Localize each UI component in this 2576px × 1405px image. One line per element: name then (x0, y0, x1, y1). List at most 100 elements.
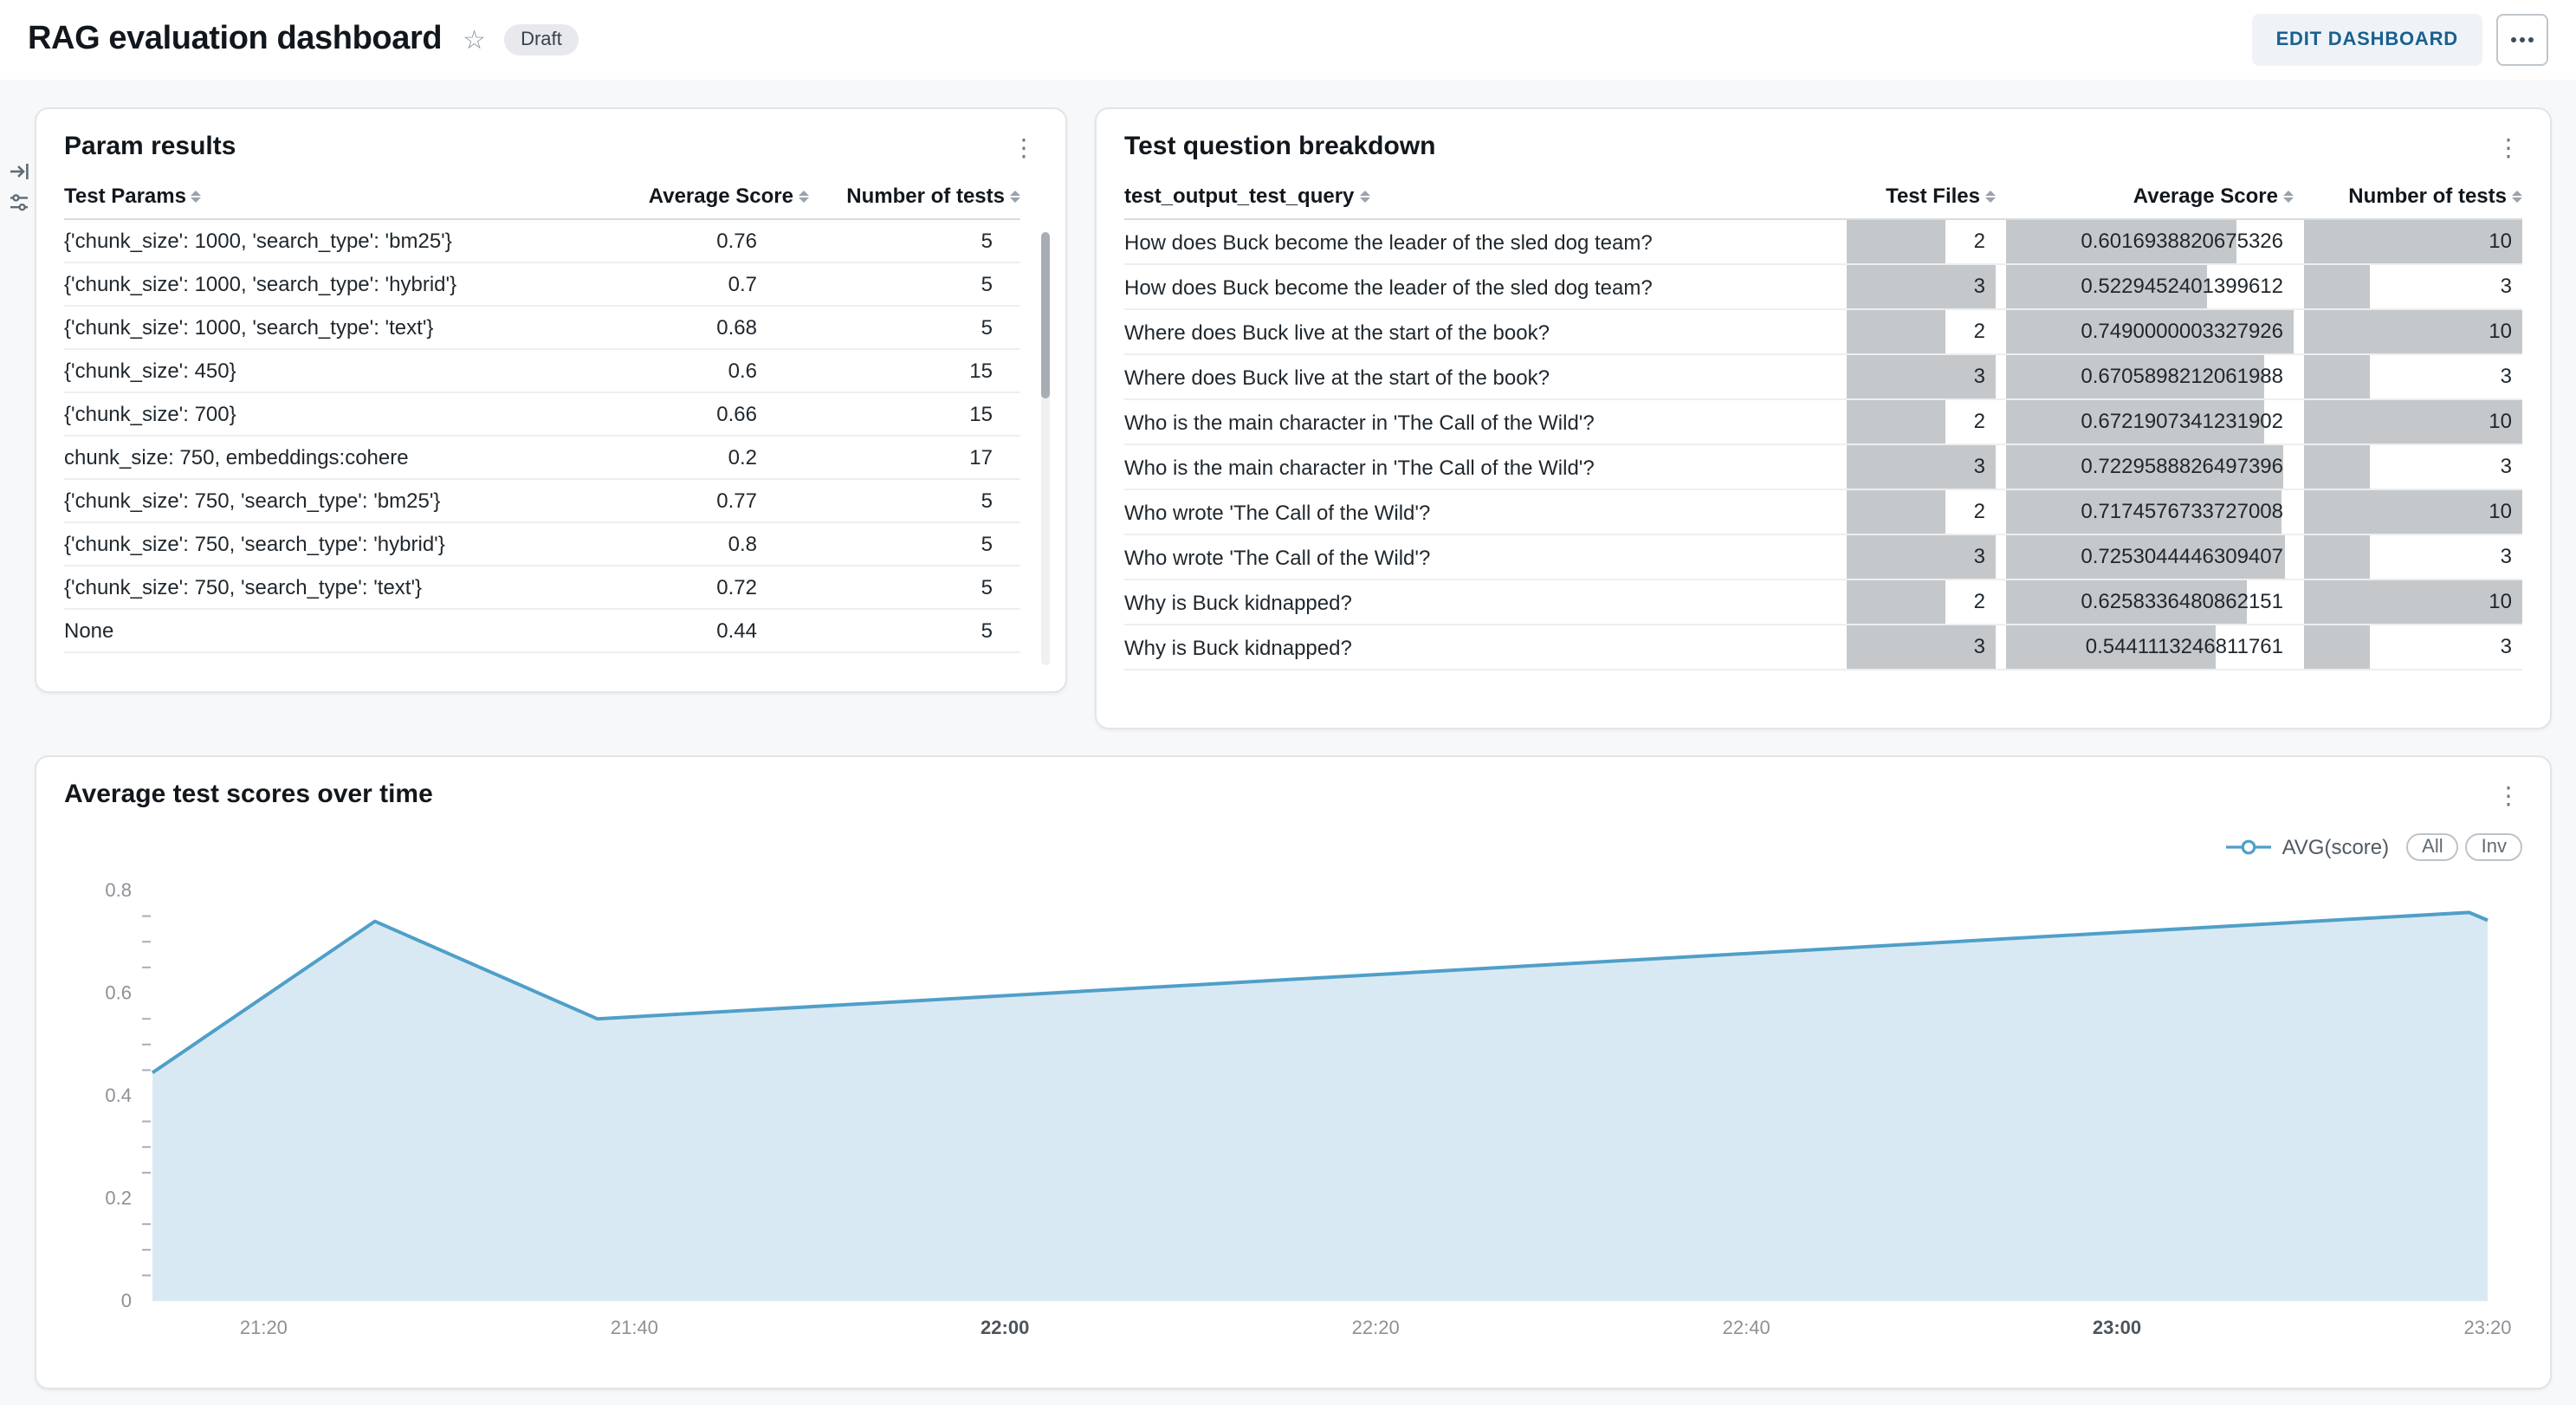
cell-average-score: 0.7 (584, 262, 809, 307)
table-row[interactable]: None 0.44 5 (64, 609, 1020, 653)
cell-average-score: 0.77 (584, 479, 809, 523)
param-results-table: Test Params Average Score Number of test… (64, 177, 1020, 653)
data-bar (2304, 535, 2370, 578)
legend-inv-button[interactable]: Inv (2465, 833, 2522, 861)
cell-number-of-tests: 3 (2294, 534, 2522, 580)
cell-test-params: chunk_size: 750, embeddings:cohere (64, 436, 584, 480)
cell-number-of-tests: 5 (809, 219, 1020, 263)
legend-all-button[interactable]: All (2406, 833, 2459, 861)
cell-test-files: 2 (1836, 219, 1996, 265)
param-results-card: Param results ⋮ Test Params Average Scor… (35, 107, 1067, 693)
cell-test-files: 2 (1836, 309, 1996, 355)
table-row[interactable]: Who wrote 'The Call of the Wild'? 2 0.71… (1124, 489, 2522, 535)
top-actions: EDIT DASHBOARD (2251, 14, 2548, 66)
cell-average-score: 0.72 (584, 566, 809, 610)
table-row[interactable]: {'chunk_size': 450} 0.6 15 (64, 349, 1020, 393)
cell-test-params: {'chunk_size': 1000, 'search_type': 'bm2… (64, 219, 584, 263)
filters-icon[interactable] (9, 192, 29, 213)
legend-controls: All Inv (2406, 833, 2522, 861)
data-bar (1847, 265, 1996, 308)
card-title: Param results (64, 132, 236, 161)
table-row[interactable]: Who is the main character in 'The Call o… (1124, 399, 2522, 445)
kebab-menu-icon[interactable]: ⋮ (2496, 133, 2521, 161)
table-header-row: Test Params Average Score Number of test… (64, 177, 1020, 220)
column-header-test-params[interactable]: Test Params (64, 177, 584, 220)
column-header-number-of-tests[interactable]: Number of tests (809, 177, 1020, 220)
table-header-row: test_output_test_query Test Files Averag… (1124, 177, 2522, 220)
data-bar (2304, 490, 2522, 533)
cell-number-of-tests: 15 (809, 349, 1020, 393)
cell-average-score: 0.76 (584, 219, 809, 263)
table-row[interactable]: {'chunk_size': 750, 'search_type': 'hybr… (64, 522, 1020, 567)
scrollbar-thumb[interactable] (1041, 232, 1050, 398)
kebab-menu-icon[interactable]: ⋮ (1012, 133, 1036, 161)
dashboard-row-1: Param results ⋮ Test Params Average Scor… (35, 107, 2552, 729)
cell-number-of-tests: 3 (2294, 625, 2522, 670)
data-bar (2006, 400, 2264, 443)
data-bar (1847, 400, 1946, 443)
table-row[interactable]: Where does Buck live at the start of the… (1124, 309, 2522, 355)
cell-query: Why is Buck kidnapped? (1124, 579, 1836, 625)
edit-dashboard-button[interactable]: EDIT DASHBOARD (2251, 14, 2482, 66)
data-bar (1847, 580, 1946, 623)
cell-number-of-tests: 3 (2294, 264, 2522, 310)
table-row[interactable]: How does Buck become the leader of the s… (1124, 264, 2522, 310)
column-header-average-score[interactable]: Average Score (584, 177, 809, 220)
data-bar (2304, 580, 2522, 623)
cell-average-score: 0.7490000003327926 (1996, 309, 2294, 355)
card-header: Average test scores over time ⋮ (36, 757, 2550, 821)
cell-number-of-tests: 10 (2294, 219, 2522, 265)
data-bar (2006, 310, 2294, 353)
data-bar (2304, 400, 2522, 443)
data-bar (2304, 220, 2522, 262)
data-bar (2006, 265, 2207, 308)
table-row[interactable]: How does Buck become the leader of the s… (1124, 219, 2522, 265)
table-row[interactable]: Who is the main character in 'The Call o… (1124, 444, 2522, 490)
more-options-button[interactable] (2496, 14, 2548, 66)
svg-text:0.4: 0.4 (105, 1085, 132, 1106)
table-row[interactable]: Who wrote 'The Call of the Wild'? 3 0.72… (1124, 534, 2522, 580)
table-row[interactable]: {'chunk_size': 1000, 'search_type': 'tex… (64, 306, 1020, 350)
data-bar (2006, 355, 2264, 398)
table-row[interactable]: chunk_size: 750, embeddings:cohere 0.2 1… (64, 436, 1020, 480)
column-header-query[interactable]: test_output_test_query (1124, 177, 1836, 220)
column-header-average-score[interactable]: Average Score (1996, 177, 2294, 220)
table-row[interactable]: Why is Buck kidnapped? 3 0.5441113246811… (1124, 625, 2522, 670)
table-row[interactable]: {'chunk_size': 1000, 'search_type': 'bm2… (64, 219, 1020, 263)
card-header: Param results ⋮ (36, 109, 1065, 173)
table-row[interactable]: {'chunk_size': 700} 0.66 15 (64, 392, 1020, 437)
cell-average-score: 0.68 (584, 306, 809, 350)
cell-test-files: 3 (1836, 264, 1996, 310)
cell-query: Who wrote 'The Call of the Wild'? (1124, 489, 1836, 535)
cell-query: Where does Buck live at the start of the… (1124, 309, 1836, 355)
cell-query: Who is the main character in 'The Call o… (1124, 399, 1836, 445)
cell-test-files: 3 (1836, 625, 1996, 670)
scrollbar-track[interactable] (1041, 232, 1050, 665)
svg-text:22:40: 22:40 (1723, 1317, 1770, 1338)
table-row[interactable]: Where does Buck live at the start of the… (1124, 354, 2522, 400)
table-row[interactable]: {'chunk_size': 750, 'search_type': 'text… (64, 566, 1020, 610)
area-chart: 0 0.2 0.4 0.6 0.8 21:20 21:40 22:00 22:20 22:40 23… (105, 879, 2511, 1338)
expand-panel-icon[interactable] (9, 161, 29, 182)
cell-test-params: {'chunk_size': 1000, 'search_type': 'hyb… (64, 262, 584, 307)
sort-icon (1985, 190, 1996, 202)
table-row[interactable]: {'chunk_size': 750, 'search_type': 'bm25… (64, 479, 1020, 523)
cell-number-of-tests: 3 (2294, 354, 2522, 400)
svg-text:23:00: 23:00 (2093, 1317, 2141, 1338)
table-row[interactable]: Why is Buck kidnapped? 2 0.6258336480862… (1124, 579, 2522, 625)
cell-query: Who is the main character in 'The Call o… (1124, 444, 1836, 490)
cell-number-of-tests: 10 (2294, 309, 2522, 355)
column-header-test-files[interactable]: Test Files (1836, 177, 1996, 220)
cell-test-params: {'chunk_size': 750, 'search_type': 'hybr… (64, 522, 584, 567)
cell-average-score: 0.5441113246811761 (1996, 625, 2294, 670)
column-header-number-of-tests[interactable]: Number of tests (2294, 177, 2522, 220)
data-bar (2304, 625, 2370, 668)
legend-item-avg-score[interactable]: AVG(score) (2226, 835, 2389, 859)
cell-number-of-tests: 10 (2294, 579, 2522, 625)
data-bar (2006, 490, 2282, 533)
svg-text:0: 0 (121, 1290, 132, 1311)
sort-icon (1010, 190, 1020, 202)
kebab-menu-icon[interactable]: ⋮ (2496, 781, 2521, 809)
table-row[interactable]: {'chunk_size': 1000, 'search_type': 'hyb… (64, 262, 1020, 307)
favorite-star-icon[interactable]: ☆ (463, 25, 487, 55)
